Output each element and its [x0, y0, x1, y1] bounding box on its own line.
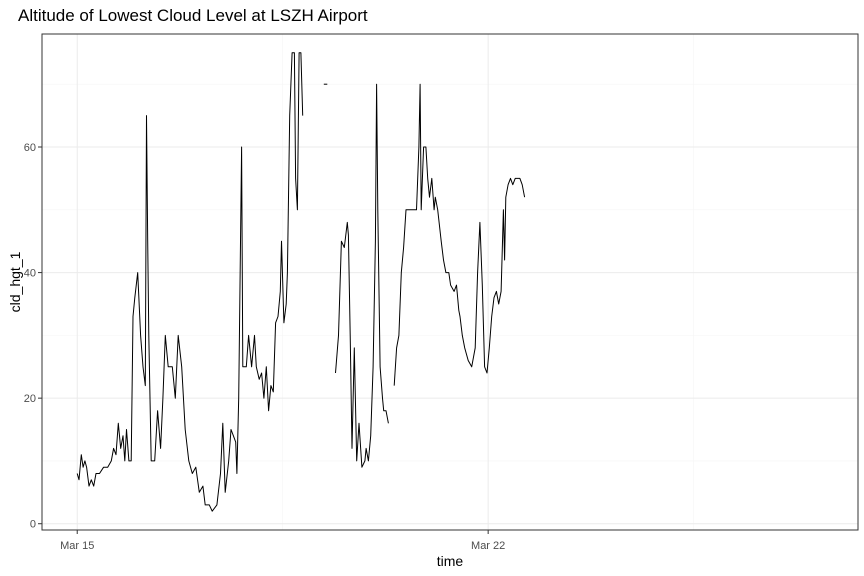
tick-label-y: 0 [30, 519, 36, 531]
tick-label-x: Mar 15 [60, 540, 94, 552]
grid [42, 34, 858, 530]
series-line [76, 52, 526, 512]
tick-label-y: 40 [24, 268, 36, 280]
panel-border [41, 33, 859, 531]
y-axis-title: cld_hgt_1 [7, 251, 23, 312]
tick-label-y: 20 [24, 393, 36, 405]
axis-ticks: 0 20 40 60 Mar 15 Mar 22 [24, 142, 506, 552]
line-segment [393, 83, 526, 386]
x-axis-title: time [437, 553, 464, 569]
tick-label-x: Mar 22 [471, 540, 505, 552]
chart-title: Altitude of Lowest Cloud Level at LSZH A… [18, 6, 368, 25]
line-segment [76, 52, 304, 512]
tick-label-y: 60 [24, 142, 36, 154]
line-segment [335, 83, 389, 468]
